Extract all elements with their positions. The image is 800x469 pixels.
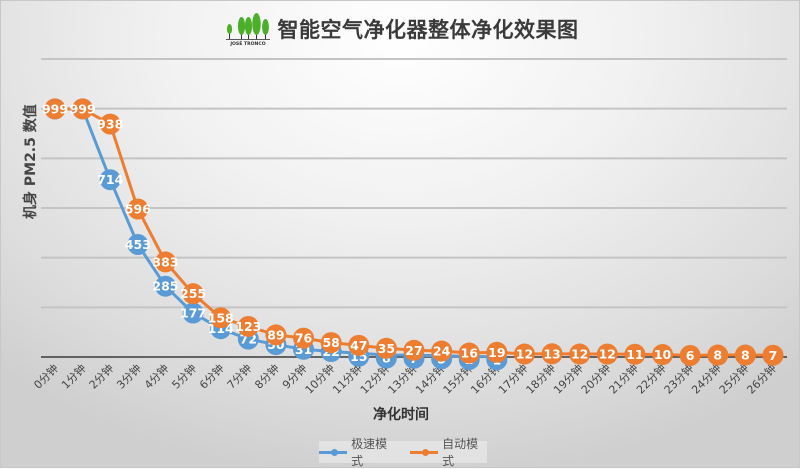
data-label: 11 xyxy=(626,347,643,362)
chart-title: 智能空气净化器整体净化效果图 xyxy=(277,18,579,42)
data-point[interactable] xyxy=(679,345,701,367)
x-axis-label: 净化时间 xyxy=(373,407,429,423)
chart-header: JOSÉ TRONCO 智能空气净化器整体净化效果图 xyxy=(1,11,800,47)
x-tick-label: 6分钟 xyxy=(196,361,226,391)
data-label: 12 xyxy=(571,347,588,362)
series-line-fast xyxy=(55,107,497,359)
data-label: 596 xyxy=(125,201,151,216)
x-tick-label: 22分钟 xyxy=(633,361,668,396)
legend-label: 自动模式 xyxy=(442,437,479,468)
data-label: 453 xyxy=(125,237,151,252)
x-tick-label: 1分钟 xyxy=(58,361,88,391)
y-axis-label: 机身 PM2.5 数值 xyxy=(23,104,39,219)
x-tick-label: 19分钟 xyxy=(550,361,585,396)
x-tick-label: 7分钟 xyxy=(224,361,254,391)
data-label: 8 xyxy=(741,348,750,363)
data-point[interactable] xyxy=(513,343,535,365)
data-point[interactable] xyxy=(99,169,121,191)
data-label: 89 xyxy=(267,327,284,342)
x-tick-label: 25分钟 xyxy=(716,361,751,396)
data-point[interactable] xyxy=(182,283,204,305)
data-label: 8 xyxy=(713,348,722,363)
data-label: 177 xyxy=(180,306,206,321)
legend-label: 极速模式 xyxy=(351,437,388,468)
x-tick-label: 18分钟 xyxy=(523,361,558,396)
data-label: 999 xyxy=(70,101,96,116)
data-label: 938 xyxy=(97,117,123,132)
data-point[interactable] xyxy=(707,344,729,366)
data-label: 24 xyxy=(433,344,451,359)
data-point[interactable] xyxy=(541,343,563,365)
data-label: 12 xyxy=(599,347,616,362)
x-tick-label: 4分钟 xyxy=(141,361,171,391)
data-point[interactable] xyxy=(403,339,425,361)
data-label: 13 xyxy=(543,346,560,361)
data-label: 35 xyxy=(378,341,395,356)
data-label: 158 xyxy=(208,310,234,325)
data-point[interactable] xyxy=(569,343,591,365)
data-label: 123 xyxy=(235,319,261,334)
line-marker-icon xyxy=(319,448,348,456)
legend: 极速模式 自动模式 xyxy=(319,437,487,468)
data-point[interactable] xyxy=(320,332,342,354)
data-label: 19 xyxy=(488,345,505,360)
x-tick-label: 23分钟 xyxy=(661,361,696,396)
data-label: 714 xyxy=(97,172,123,187)
line-marker-icon xyxy=(410,448,439,456)
x-tick-label: 8分钟 xyxy=(252,361,282,391)
data-label: 255 xyxy=(180,286,206,301)
data-point[interactable] xyxy=(237,315,259,337)
data-point[interactable] xyxy=(431,340,453,362)
x-tick-label: 26分钟 xyxy=(744,361,779,396)
data-label: 27 xyxy=(405,343,422,358)
legend-item-auto-mode[interactable]: 自动模式 xyxy=(410,435,487,469)
series-line-auto xyxy=(55,107,774,358)
data-point[interactable] xyxy=(348,334,370,356)
svg-text:JOSÉ TRONCO: JOSÉ TRONCO xyxy=(229,39,265,46)
data-point[interactable] xyxy=(458,342,480,364)
data-point[interactable] xyxy=(734,344,756,366)
data-point[interactable] xyxy=(265,324,287,346)
data-point[interactable] xyxy=(210,307,232,329)
data-label: 76 xyxy=(295,331,313,346)
data-point[interactable] xyxy=(44,98,66,120)
x-tick-label: 20分钟 xyxy=(578,361,613,396)
data-label: 383 xyxy=(152,254,178,269)
tree-logo-icon: JOSÉ TRONCO xyxy=(225,13,270,46)
data-point[interactable] xyxy=(154,251,176,273)
data-label: 7 xyxy=(769,348,778,363)
data-label: 16 xyxy=(461,346,479,361)
data-point[interactable] xyxy=(486,341,508,363)
data-point[interactable] xyxy=(293,327,315,349)
data-point[interactable] xyxy=(652,344,674,366)
data-label: 10 xyxy=(654,347,672,362)
data-label: 6 xyxy=(686,348,695,363)
x-tick-label: 0分钟 xyxy=(31,361,61,391)
x-tick-label: 5分钟 xyxy=(169,361,199,391)
data-point[interactable] xyxy=(127,198,149,220)
data-label: 285 xyxy=(152,279,178,294)
x-tick-label: 2分钟 xyxy=(86,361,116,391)
x-tick-label: 21分钟 xyxy=(606,361,641,396)
data-point[interactable] xyxy=(624,343,646,365)
data-label: 58 xyxy=(322,335,339,350)
data-point[interactable] xyxy=(72,98,94,120)
x-tick-label: 10分钟 xyxy=(302,361,337,396)
x-tick-label: 24分钟 xyxy=(689,361,724,396)
data-point[interactable] xyxy=(154,275,176,297)
x-tick-label: 3分钟 xyxy=(114,361,144,391)
data-point[interactable] xyxy=(596,343,618,365)
data-point[interactable] xyxy=(127,234,149,256)
data-label: 999 xyxy=(42,101,68,116)
data-point[interactable] xyxy=(182,302,204,324)
data-label: 47 xyxy=(350,338,367,353)
data-point[interactable] xyxy=(762,344,784,366)
data-point[interactable] xyxy=(99,113,121,135)
legend-item-fast-mode[interactable]: 极速模式 xyxy=(319,435,396,469)
data-point[interactable] xyxy=(375,337,397,359)
data-label: 12 xyxy=(516,347,533,362)
